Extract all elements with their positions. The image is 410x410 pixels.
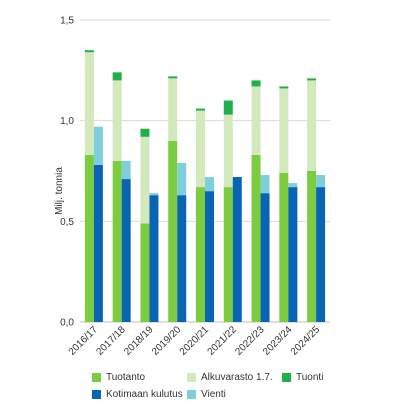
bar-alkuvarasto-1-7--2024-25 — [307, 80, 317, 171]
bar-tuotanto-2019-20 — [168, 140, 178, 322]
bar-alkuvarasto-1-7--2020-21 — [196, 110, 205, 188]
bar-vienti-2017-18 — [121, 160, 131, 180]
legend-swatch — [187, 373, 196, 382]
bar-kotimaan-kulutus-2017-18 — [121, 179, 131, 322]
legend-swatch — [187, 390, 196, 399]
bar-kotimaan-kulutus-2016-17 — [93, 164, 103, 322]
x-tick-label: 2017/18 — [94, 324, 128, 358]
bar-tuonti-2024-25 — [307, 78, 317, 81]
bar-kotimaan-kulutus-2019-20 — [177, 195, 187, 322]
x-tick-label: 2020/21 — [178, 324, 212, 358]
y-axis-title: Milj. tonnia — [54, 167, 65, 215]
bar-kotimaan-kulutus-2022-23 — [260, 193, 270, 322]
bar-tuonti-2017-18 — [112, 72, 122, 81]
bar-alkuvarasto-1-7--2016-17 — [84, 52, 94, 155]
bar-tuonti-2016-17 — [84, 50, 94, 53]
bars — [84, 50, 326, 322]
x-tick-label: 2022/23 — [233, 324, 267, 358]
bar-vienti-2022-23 — [260, 175, 270, 194]
bar-vienti-2018-19 — [149, 193, 159, 196]
y-tick-label: 0,0 — [60, 318, 74, 329]
x-tick-label: 2019/20 — [150, 324, 184, 358]
bar-alkuvarasto-1-7--2021-22 — [223, 114, 233, 188]
legend-label: Alkuvarasto 1.7. — [201, 372, 273, 383]
bar-tuonti-2019-20 — [168, 76, 178, 79]
x-tick-label: 2024/25 — [289, 324, 323, 358]
bar-tuotanto-2022-23 — [251, 154, 261, 322]
bar-vienti-2024-25 — [316, 175, 326, 188]
bar-vienti-2019-20 — [177, 162, 187, 196]
legend: Tuotanto Alkuvarasto 1.7. Tuonti Kotimaan k… — [92, 372, 392, 400]
bar-alkuvarasto-1-7--2023-24 — [279, 88, 289, 174]
legend-label: Tuonti — [296, 372, 324, 383]
bar-kotimaan-kulutus-2021-22 — [232, 177, 242, 322]
bar-alkuvarasto-1-7--2022-23 — [251, 86, 261, 155]
bar-alkuvarasto-1-7--2017-18 — [112, 80, 122, 161]
bar-kotimaan-kulutus-2018-19 — [149, 195, 159, 322]
y-tick-label: 1,0 — [60, 116, 74, 127]
bar-alkuvarasto-1-7--2019-20 — [168, 78, 178, 141]
bar-vienti-2023-24 — [288, 183, 298, 188]
x-tick-label: 2016/17 — [67, 324, 101, 358]
legend-item: Kotimaan kulutus — [92, 389, 187, 400]
legend-swatch — [282, 373, 291, 382]
bar-tuotanto-2016-17 — [84, 154, 94, 322]
bar-tuotanto-2017-18 — [112, 160, 122, 322]
legend-swatch — [92, 373, 101, 382]
bar-tuonti-2022-23 — [251, 80, 261, 87]
legend-item: Tuonti — [282, 372, 377, 383]
bar-kotimaan-kulutus-2023-24 — [288, 187, 298, 322]
bar-alkuvarasto-1-7--2018-19 — [140, 136, 150, 224]
bar-tuonti-2023-24 — [279, 86, 289, 89]
bar-tuonti-2018-19 — [140, 128, 150, 137]
x-tick-label: 2021/22 — [206, 324, 240, 358]
bar-tuonti-2020-21 — [196, 108, 205, 111]
bar-vienti-2016-17 — [93, 126, 103, 165]
y-tick-label: 1,5 — [60, 16, 74, 27]
bar-vienti-2020-21 — [205, 177, 214, 192]
bar-tuotanto-2018-19 — [140, 223, 150, 322]
legend-item: Tuotanto — [92, 372, 187, 383]
bar-kotimaan-kulutus-2020-21 — [205, 191, 214, 322]
legend-item: Vienti — [187, 389, 282, 400]
x-tick-label: 2023/24 — [261, 324, 295, 358]
legend-label: Kotimaan kulutus — [106, 389, 183, 400]
legend-label: Tuotanto — [106, 372, 146, 383]
bar-tuotanto-2023-24 — [279, 173, 289, 322]
bar-tuonti-2021-22 — [223, 100, 233, 115]
bar-kotimaan-kulutus-2024-25 — [316, 187, 326, 322]
legend-item: Alkuvarasto 1.7. — [187, 372, 282, 383]
legend-label: Vienti — [201, 389, 226, 400]
legend-swatch — [92, 390, 101, 399]
bar-tuotanto-2024-25 — [307, 171, 317, 322]
bar-tuotanto-2021-22 — [223, 187, 233, 322]
bar-tuotanto-2020-21 — [196, 187, 205, 322]
x-tick-label: 2018/19 — [122, 324, 156, 358]
y-tick-label: 0,5 — [60, 217, 74, 228]
